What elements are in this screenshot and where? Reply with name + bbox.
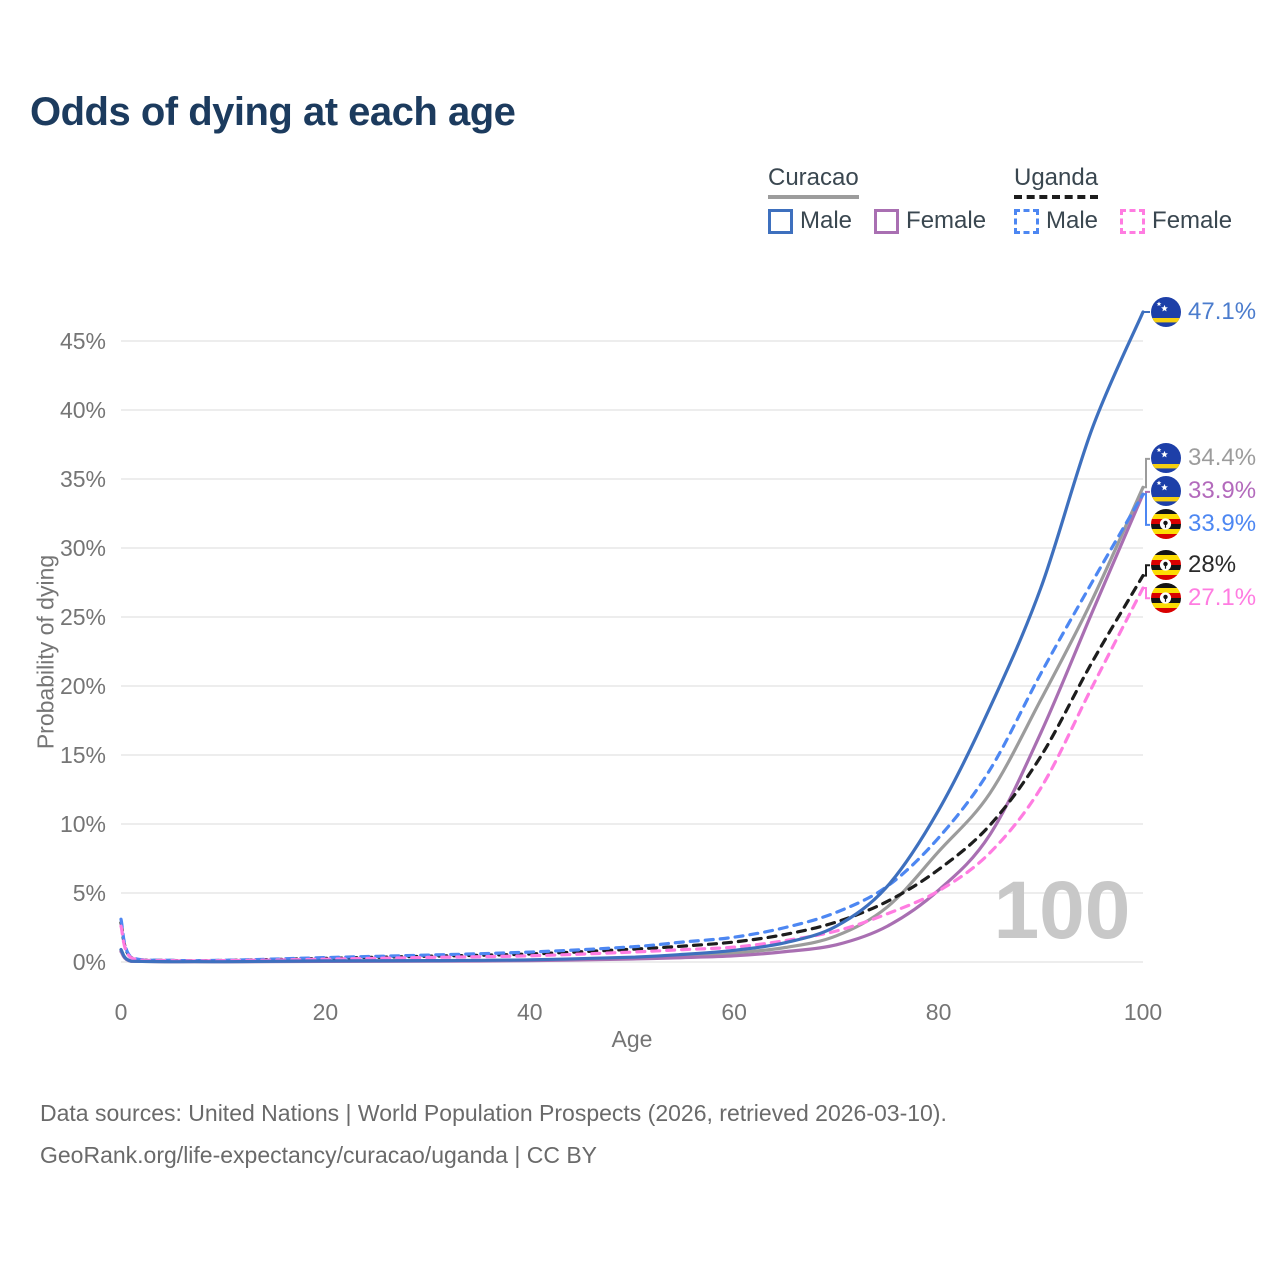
age-watermark: 100	[994, 865, 1131, 956]
label-connector-curacao-both	[1142, 457, 1150, 489]
end-label-uganda-both: 28%	[1151, 549, 1237, 580]
end-label-value-curacao-female: 33.9%	[1188, 477, 1257, 505]
y-tick-label: 20%	[60, 673, 106, 699]
x-tick-label: 100	[1124, 999, 1162, 1025]
footer-attribution-line: GeoRank.org/life-expectancy/curacao/ugan…	[40, 1142, 597, 1168]
page-title: Odds of dying at each age	[30, 90, 516, 134]
end-label-value-curacao-both: 34.4%	[1188, 444, 1257, 472]
x-tick-label: 60	[721, 999, 747, 1025]
x-axis-title: Age	[611, 1026, 653, 1052]
series-line-curacao-male	[119, 310, 1145, 964]
x-tick-label: 40	[517, 999, 543, 1025]
curacao-flag-icon	[1151, 443, 1181, 474]
legend-row-curacao: Male Female	[768, 207, 986, 235]
end-label-value-uganda-male: 33.9%	[1188, 510, 1257, 538]
end-label-curacao-both: 34.4%	[1151, 443, 1257, 474]
label-connector-uganda-both	[1142, 564, 1150, 577]
end-label-value-uganda-both: 28%	[1188, 550, 1237, 578]
footer-source-line: Data sources: United Nations | World Pop…	[40, 1100, 947, 1126]
end-label-uganda-male: 33.9%	[1151, 509, 1257, 540]
x-tick-label: 0	[115, 999, 128, 1025]
y-tick-label: 40%	[60, 397, 106, 423]
y-tick-label: 5%	[73, 880, 106, 906]
legend-swatch-uganda-male	[1014, 208, 1039, 234]
legend-swatch-curacao-male	[768, 208, 793, 234]
legend-row-uganda: Male Female	[1014, 207, 1232, 235]
y-tick-label: 10%	[60, 811, 106, 837]
series-line-curacao-female	[119, 492, 1145, 964]
legend-label-uganda-male: Male	[1046, 207, 1099, 234]
legend-country-curacao: Curacao	[768, 164, 859, 199]
y-tick-label: 35%	[60, 466, 106, 492]
y-tick-label: 45%	[60, 328, 106, 354]
y-tick-label: 0%	[73, 949, 106, 975]
label-connector-uganda-female	[1142, 587, 1150, 600]
x-tick-labels: 0 20 40 60 80 100	[115, 999, 1163, 1025]
end-label-curacao-male: 47.1%	[1151, 296, 1257, 327]
legend-group-curacao: Curacao Male Female	[768, 164, 986, 235]
y-gridlines: 0% 5% 10% 15% 20% 25% 30% 35% 40% 45%	[60, 328, 1143, 975]
curacao-flag-icon	[1151, 476, 1181, 507]
y-tick-label: 30%	[60, 535, 106, 561]
series-line-uganda-female	[119, 586, 1145, 963]
footer: Data sources: United Nations | World Pop…	[40, 1092, 947, 1176]
end-label-value-curacao-male: 47.1%	[1188, 297, 1257, 325]
legend-group-uganda: Uganda Male Female	[1014, 164, 1232, 235]
end-label-curacao-female: 33.9%	[1151, 476, 1257, 507]
series-line-curacao-both	[119, 485, 1145, 964]
legend-country-uganda: Uganda	[1014, 164, 1099, 199]
legend-label-curacao-female: Female	[906, 207, 987, 234]
y-axis-title: Probability of dying	[32, 554, 59, 750]
uganda-flag-icon	[1151, 549, 1181, 580]
legend-swatch-uganda-female	[1120, 208, 1146, 234]
y-tick-label: 25%	[60, 604, 106, 630]
legend-label-curacao-male: Male	[800, 207, 853, 234]
legend-item-uganda-female[interactable]: Female	[1120, 207, 1232, 235]
curacao-flag-icon	[1151, 296, 1181, 327]
end-label-value-uganda-female: 27.1%	[1188, 583, 1257, 611]
legend-item-curacao-female[interactable]: Female	[874, 207, 986, 235]
legend-item-curacao-male[interactable]: Male	[768, 207, 852, 235]
uganda-flag-icon	[1151, 582, 1181, 613]
x-tick-label: 80	[926, 999, 952, 1025]
y-tick-label: 15%	[60, 742, 106, 768]
end-label-uganda-female: 27.1%	[1151, 582, 1257, 613]
legend-item-uganda-male[interactable]: Male	[1014, 207, 1098, 235]
legend-swatch-curacao-female	[874, 208, 900, 234]
legend-label-uganda-female: Female	[1152, 207, 1233, 234]
uganda-flag-icon	[1151, 509, 1181, 540]
series-line-uganda-male	[119, 492, 1145, 963]
x-tick-label: 20	[313, 999, 339, 1025]
label-connector-uganda-male	[1142, 493, 1150, 526]
